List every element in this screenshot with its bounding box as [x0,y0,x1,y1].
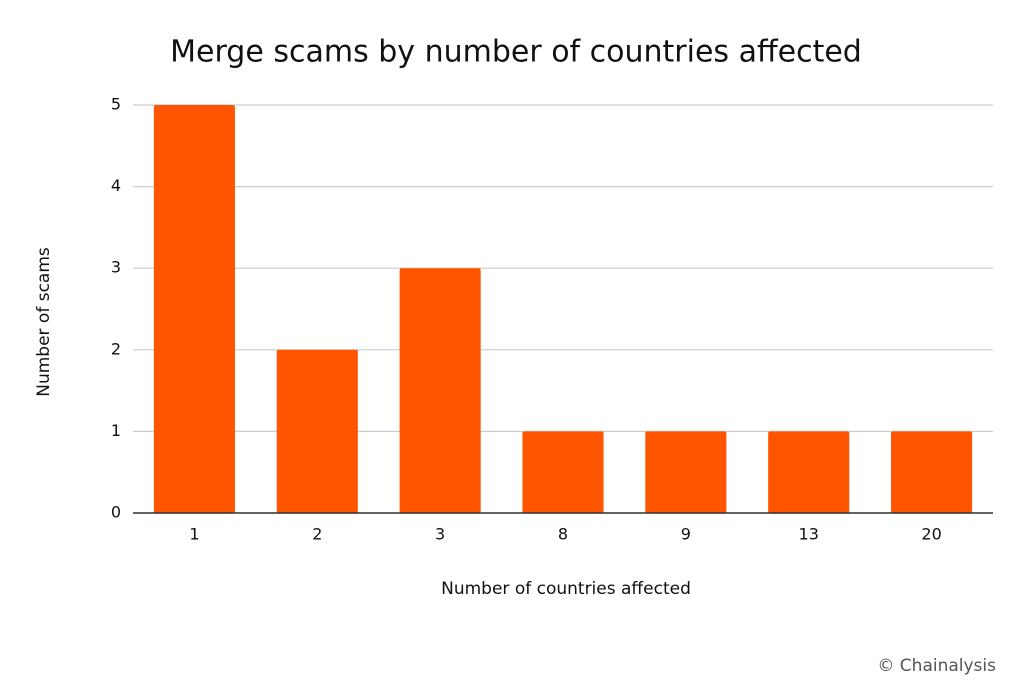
y-tick-label: 1 [111,421,121,440]
y-tick-label: 3 [111,258,121,277]
chart-title: Merge scams by number of countries affec… [170,35,862,70]
bar [276,349,358,513]
x-tick-label: 8 [558,525,568,544]
y-tick-label: 5 [111,95,121,114]
y-tick-label: 2 [111,339,121,358]
x-tick-label: 20 [921,525,941,544]
bar [522,431,604,513]
y-tick-label: 0 [111,503,121,522]
bar [645,431,727,513]
credit: © Chainalysis [877,656,996,676]
x-tick-label: 2 [312,525,322,544]
bar [891,431,973,513]
bar [768,431,850,513]
x-tick-label: 13 [799,525,819,544]
x-axis-label: Number of countries affected [441,579,691,599]
x-tick-label: 3 [435,525,445,544]
y-tick-label: 4 [111,176,121,195]
x-tick-label: 1 [189,525,199,544]
bar [399,268,481,513]
bar [153,105,235,513]
y-axis-label: Number of scams [34,247,54,397]
x-tick-label: 9 [681,525,691,544]
